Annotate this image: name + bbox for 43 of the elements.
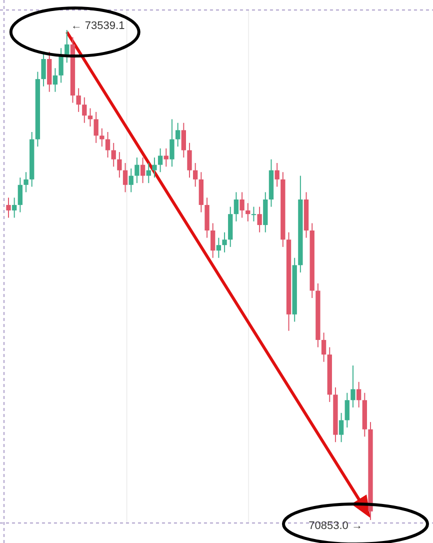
candlestick	[234, 192, 239, 222]
candlestick	[122, 162, 128, 193]
candlestick	[152, 157, 157, 178]
candlestick	[222, 232, 227, 253]
annotation: 70853.0 →	[308, 520, 362, 532]
candlestick	[240, 192, 244, 218]
candlestick	[210, 222, 216, 258]
candlestick	[193, 162, 198, 188]
candlestick	[175, 122, 180, 148]
candlestick	[128, 168, 134, 193]
candlestick	[251, 206, 256, 222]
candlestick	[321, 332, 326, 362]
candlestick	[338, 412, 344, 443]
candlestick	[181, 122, 186, 158]
candlestick	[117, 152, 122, 178]
candlestick	[52, 68, 58, 92]
candlestick	[58, 48, 64, 84]
candlestick	[100, 128, 104, 148]
candlestick	[82, 96, 87, 124]
candlestick	[257, 206, 262, 233]
candlestick	[356, 381, 362, 408]
candlestick	[158, 148, 163, 173]
candlestick	[146, 162, 151, 184]
candlestick	[140, 157, 146, 184]
candlestick	[24, 172, 28, 193]
candlestick	[18, 177, 23, 213]
candlestick	[216, 237, 222, 258]
candlestick	[350, 364, 356, 408]
candlestick	[94, 111, 98, 144]
candlestick	[170, 118, 174, 168]
candlestick	[187, 142, 192, 178]
candlestick	[111, 142, 116, 168]
candlestick	[12, 197, 17, 218]
candlestick	[105, 131, 110, 158]
annotation: ← 73539.1	[70, 20, 125, 32]
candlestick	[344, 392, 350, 428]
candlestick	[76, 88, 81, 112]
candlestick	[246, 202, 250, 222]
candlestick	[88, 108, 93, 128]
candlestick	[134, 157, 140, 184]
candlestick	[274, 162, 280, 188]
candlestick	[6, 197, 11, 218]
candlestick	[164, 148, 168, 168]
